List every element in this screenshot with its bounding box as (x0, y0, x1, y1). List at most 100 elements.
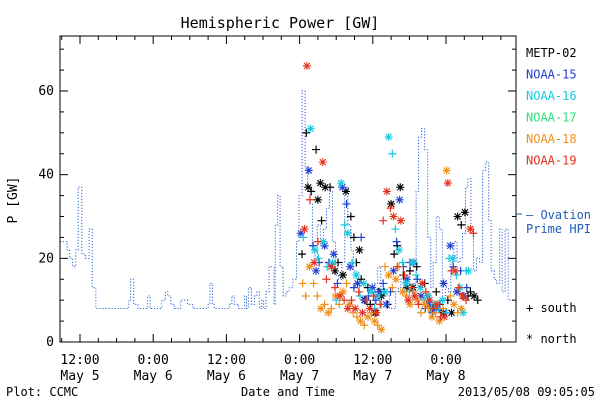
noaa-18-north-point (457, 304, 466, 313)
noaa-18-south-point (352, 312, 361, 321)
metp-02-south-point (466, 287, 475, 296)
noaa-19-north-point (310, 258, 319, 267)
noaa-18-north-point (435, 317, 444, 326)
metp-02-south-point (390, 250, 399, 259)
noaa-15-north-point (338, 183, 347, 192)
noaa-18-south-point (446, 291, 455, 300)
metp-02-north-point (470, 291, 479, 300)
noaa-16-north-point (366, 287, 375, 296)
metp-02-north-point (330, 266, 339, 275)
x-tick-time-label: 0:00 (430, 353, 461, 368)
metp-02-north-point (355, 245, 364, 254)
noaa-18-south-point (342, 279, 351, 288)
noaa-19-north-point (410, 291, 419, 300)
noaa-15-north-point (395, 195, 404, 204)
metp-02-north-point (338, 271, 347, 280)
noaa-18-south-point (313, 291, 322, 300)
y-axis: 0 20 40 60 (38, 48, 516, 350)
noaa-19-north-point (327, 262, 336, 271)
noaa-18-south-point (298, 279, 307, 288)
noaa-18-north-point (427, 312, 436, 321)
noaa-18-south-point (381, 262, 389, 271)
metp-02-south-point (432, 287, 441, 296)
metp-02-north-point (304, 183, 313, 192)
noaa-19-south-point (354, 287, 363, 296)
ovation-hpi-line (60, 90, 516, 310)
noaa-19-north-point (389, 212, 398, 221)
metp-02-south-point (349, 233, 358, 242)
noaa-16-north-point (464, 266, 473, 275)
x-tick-date-label: May 7 (280, 369, 319, 384)
noaa-19-south-point (462, 296, 471, 305)
noaa-18-south-point (388, 283, 397, 292)
noaa-19-south-point (393, 262, 402, 271)
metp-02-south-point (457, 220, 466, 229)
metp-02-north-point (447, 308, 456, 317)
noaa-16-south-point (348, 258, 357, 267)
noaa-19-south-point (400, 271, 409, 280)
metp-02-north-point (341, 187, 350, 196)
data-points-layer (296, 61, 482, 334)
noaa-15-south-point (462, 283, 471, 292)
legend-noaa-16-entry: NOAA-16 (526, 89, 577, 103)
noaa-18-north-point (377, 325, 386, 334)
noaa-18-north-point (363, 312, 372, 321)
noaa-19-south-point (429, 304, 438, 313)
noaa-18-south-point (416, 308, 425, 317)
noaa-15-north-point (346, 262, 355, 271)
noaa-18-north-point (370, 317, 379, 326)
legend-ovation-line1: — Ovation (526, 208, 591, 222)
metp-02-north-point (460, 208, 469, 217)
noaa-16-north-point (423, 291, 432, 300)
noaa-19-north-point (443, 179, 452, 188)
x-tick-time-label: 12:00 (353, 353, 392, 368)
noaa-18-north-point (398, 287, 407, 296)
chart-title: Hemispheric Power [GW] (181, 14, 380, 32)
noaa-19-north-point (358, 308, 367, 317)
legend-ovation-line2: Prime HPI (526, 222, 591, 236)
legend: — Ovation Prime HPI + south * north METP… (516, 46, 591, 346)
metp-02-north-point (313, 195, 322, 204)
noaa-18-north-point (345, 300, 354, 309)
noaa-19-north-point (365, 304, 374, 313)
noaa-15-south-point (357, 233, 366, 242)
noaa-16-south-point (412, 271, 421, 280)
metp-02-north-point (387, 199, 396, 208)
noaa-18-north-point (413, 296, 422, 305)
noaa-16-north-point (384, 133, 393, 142)
noaa-19-north-point (351, 304, 360, 313)
noaa-19-north-point (451, 266, 460, 275)
x-tick-time-label: 12:00 (60, 353, 99, 368)
noaa-16-north-point (343, 229, 352, 238)
noaa-19-north-point (432, 300, 441, 309)
noaa-15-south-point (392, 237, 401, 246)
noaa-16-south-point (388, 149, 397, 158)
noaa-18-north-point (442, 166, 451, 175)
noaa-16-south-point (340, 220, 349, 229)
noaa-18-south-point (327, 304, 336, 313)
noaa-15-south-point (349, 283, 358, 292)
noaa-16-south-point (314, 254, 323, 263)
noaa-15-north-point (389, 266, 398, 275)
x-tick-date-label: May 6 (134, 369, 173, 384)
noaa-16-north-point (438, 296, 447, 305)
noaa-19-north-point (372, 308, 381, 317)
metp-02-south-point (302, 128, 311, 137)
noaa-19-north-point (440, 312, 449, 321)
noaa-18-south-point (320, 300, 329, 309)
x-tick-time-label: 0:00 (284, 353, 315, 368)
legend-noaa-15-entry: NOAA-15 (526, 68, 577, 82)
noaa-19-south-point (347, 296, 356, 305)
noaa-16-north-point (416, 283, 425, 292)
noaa-19-north-point (466, 225, 475, 234)
noaa-18-north-point (449, 300, 458, 309)
noaa-16-north-point (448, 254, 457, 263)
noaa-15-south-point (413, 275, 422, 284)
noaa-15-north-point (312, 266, 321, 275)
metp-02-south-point (346, 212, 355, 221)
x-tick-time-label: 12:00 (207, 353, 246, 368)
x-tick-date-label: May 7 (353, 369, 392, 384)
noaa-15-north-point (329, 250, 338, 259)
noaa-16-south-point (299, 233, 308, 242)
